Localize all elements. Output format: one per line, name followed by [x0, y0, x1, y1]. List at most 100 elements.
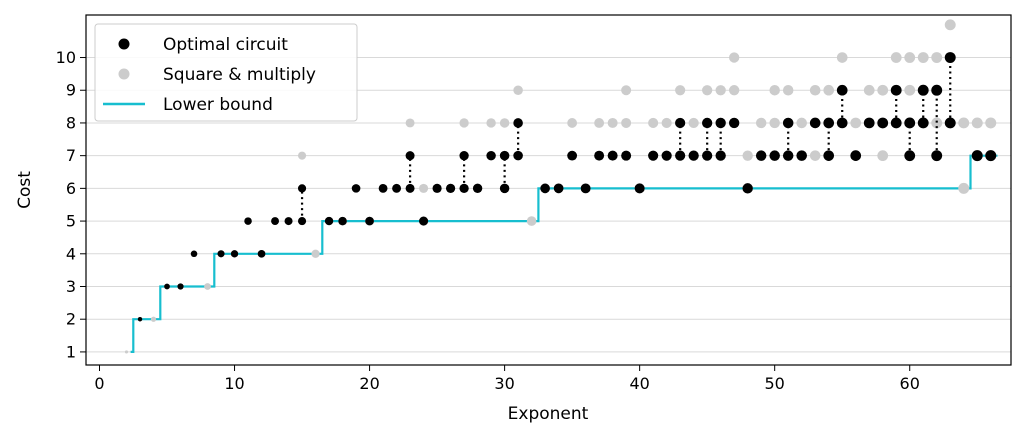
- square-point-58-7: [877, 150, 889, 162]
- square-point-38-8: [607, 117, 618, 128]
- square-point-8-3: [204, 283, 211, 290]
- y-tick-label-10: 10: [56, 48, 76, 67]
- y-tick-label-5: 5: [66, 212, 76, 231]
- square-point-62-8: [931, 117, 943, 129]
- x-axis-label: Exponent: [508, 404, 589, 424]
- optimal-point-29-7: [486, 150, 496, 161]
- optimal-point-46-8: [715, 117, 726, 129]
- square-point-44-8: [688, 117, 699, 129]
- optimal-point-59-8: [890, 117, 902, 129]
- optimal-point-26-6: [445, 183, 456, 193]
- optimal-point-53-8: [809, 117, 821, 129]
- y-axis-label: Cost: [15, 171, 35, 209]
- plot-frame: [85, 14, 1012, 366]
- square-point-59-10: [890, 52, 902, 63]
- legend-frame: [94, 23, 358, 122]
- x-tick-label-30: 30: [494, 374, 514, 393]
- square-point-55-10: [836, 52, 848, 63]
- y-tick-label-8: 8: [66, 113, 76, 132]
- square-point-64-6: [958, 182, 970, 194]
- optimal-point-31-7: [513, 150, 523, 161]
- square-point-39-9: [621, 85, 632, 96]
- optimal-point-54-7: [823, 150, 835, 161]
- optimal-point-60-8: [904, 117, 916, 129]
- square-point-50-8: [769, 117, 780, 129]
- square-point-53-9: [809, 84, 821, 96]
- optimal-point-37-7: [594, 150, 605, 161]
- square-point-60-10: [904, 52, 916, 63]
- optimal-point-49-7: [755, 150, 767, 161]
- square-point-15-7: [297, 151, 307, 160]
- optimal-point-5-3: [164, 283, 170, 290]
- legend-optimal-marker: [118, 38, 130, 50]
- square-point-29-8: [486, 118, 496, 128]
- square-point-63-11: [944, 19, 956, 31]
- optimal-point-30-6: [499, 183, 510, 194]
- optimal-point-35-7: [567, 150, 578, 161]
- square-point-31-9: [513, 85, 523, 96]
- optimal-point-3-2: [137, 316, 143, 322]
- optimal-point-58-8: [877, 117, 889, 129]
- y-tick-label-9: 9: [66, 81, 76, 100]
- optimal-point-17-5: [324, 216, 334, 226]
- square-point-37-8: [594, 117, 605, 128]
- square-point-30-8: [499, 118, 510, 128]
- optimal-point-41-7: [648, 150, 659, 161]
- optimal-point-21-6: [378, 183, 388, 193]
- optimal-point-15-5: [297, 217, 307, 226]
- square-point-61-10: [917, 52, 929, 63]
- square-point-23-8: [405, 118, 415, 128]
- square-point-32-5: [526, 216, 537, 226]
- optimal-point-43-8: [675, 117, 686, 129]
- optimal-point-23-7: [405, 151, 415, 161]
- square-point-52-8: [796, 117, 807, 129]
- square-point-24-6: [419, 183, 429, 193]
- y-tick-label-1: 1: [66, 342, 76, 361]
- square-point-42-8: [661, 117, 672, 129]
- optimal-point-28-6: [472, 183, 483, 194]
- square-point-53-7: [809, 150, 821, 161]
- legend-square-label: Square & multiply: [163, 65, 316, 85]
- optimal-point-33-6: [540, 183, 550, 194]
- optimal-point-60-7: [904, 150, 916, 162]
- square-point-58-9: [877, 84, 889, 96]
- square-point-60-9: [904, 84, 916, 96]
- optimal-point-45-8: [702, 117, 713, 129]
- optimal-point-66-7: [985, 150, 997, 162]
- square-point-57-9: [863, 84, 875, 96]
- x-tick-label-20: 20: [359, 374, 379, 393]
- optimal-point-10-4: [230, 250, 239, 258]
- optimal-point-56-7: [850, 150, 862, 161]
- square-point-66-8: [985, 117, 997, 129]
- optimal-point-62-7: [931, 150, 943, 162]
- optimal-point-38-7: [607, 150, 618, 161]
- square-point-41-8: [648, 117, 659, 128]
- optimal-point-25-6: [432, 183, 442, 193]
- optimal-point-19-6: [351, 184, 361, 193]
- optimal-point-14-5: [284, 217, 293, 226]
- optimal-point-61-8: [917, 117, 929, 129]
- optimal-point-52-7: [796, 150, 807, 161]
- square-point-62-10: [931, 52, 943, 63]
- y-tick-label-3: 3: [66, 277, 76, 296]
- optimal-point-43-7: [675, 150, 686, 161]
- y-tick-label-6: 6: [66, 179, 76, 198]
- x-tick-label-0: 0: [94, 374, 104, 393]
- optimal-point-57-8: [863, 117, 875, 129]
- x-tick-label-10: 10: [224, 374, 244, 393]
- square-point-43-9: [675, 85, 686, 96]
- optimal-point-45-7: [702, 150, 713, 161]
- square-point-27-8: [459, 118, 469, 128]
- square-point-56-8: [850, 117, 862, 129]
- square-point-49-8: [755, 117, 767, 129]
- optimal-point-13-5: [271, 217, 279, 225]
- square-point-47-10: [728, 52, 740, 63]
- connector-lines: [300, 57, 952, 222]
- optimal-point-11-5: [244, 217, 252, 225]
- square-point-48-7: [742, 150, 753, 161]
- optimal-point-27-7: [459, 151, 469, 161]
- square-point-46-9: [715, 85, 726, 96]
- square-point-54-9: [823, 84, 835, 96]
- x-tick-label-40: 40: [629, 374, 649, 393]
